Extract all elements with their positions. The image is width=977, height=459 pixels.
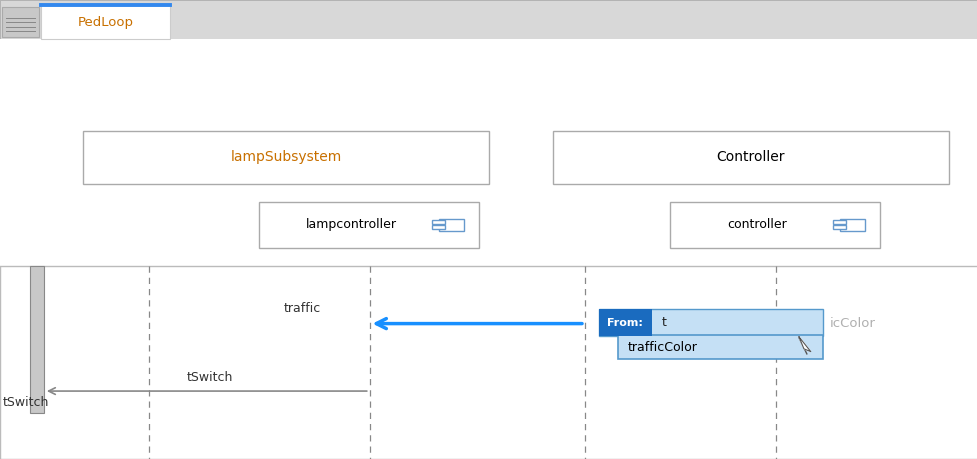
- FancyBboxPatch shape: [598, 309, 652, 336]
- FancyBboxPatch shape: [598, 309, 823, 336]
- Text: trafficColor: trafficColor: [627, 341, 697, 353]
- Text: lampSubsystem: lampSubsystem: [231, 150, 341, 164]
- Text: controller: controller: [727, 218, 786, 231]
- FancyBboxPatch shape: [41, 5, 170, 39]
- FancyBboxPatch shape: [259, 202, 479, 248]
- Text: traffic: traffic: [283, 302, 320, 315]
- FancyBboxPatch shape: [30, 266, 44, 413]
- Circle shape: [753, 318, 796, 338]
- Text: PedLoop: PedLoop: [77, 17, 134, 29]
- FancyBboxPatch shape: [832, 220, 845, 224]
- FancyBboxPatch shape: [832, 225, 845, 230]
- Text: icColor: icColor: [828, 317, 874, 330]
- Text: Controller: Controller: [715, 150, 785, 164]
- Text: t: t: [661, 316, 666, 329]
- FancyBboxPatch shape: [669, 202, 879, 248]
- Polygon shape: [798, 337, 810, 352]
- Text: tSwitch: tSwitch: [187, 371, 234, 384]
- FancyBboxPatch shape: [2, 7, 39, 37]
- FancyBboxPatch shape: [431, 220, 445, 224]
- FancyBboxPatch shape: [431, 225, 445, 230]
- FancyBboxPatch shape: [439, 219, 463, 231]
- Text: From:: From:: [607, 318, 643, 328]
- FancyBboxPatch shape: [0, 0, 977, 39]
- Text: lampcontroller: lampcontroller: [306, 218, 397, 231]
- FancyBboxPatch shape: [617, 335, 823, 359]
- FancyBboxPatch shape: [552, 131, 948, 184]
- FancyBboxPatch shape: [83, 131, 488, 184]
- Text: tSwitch: tSwitch: [3, 397, 49, 409]
- FancyBboxPatch shape: [0, 39, 977, 266]
- FancyBboxPatch shape: [839, 219, 864, 231]
